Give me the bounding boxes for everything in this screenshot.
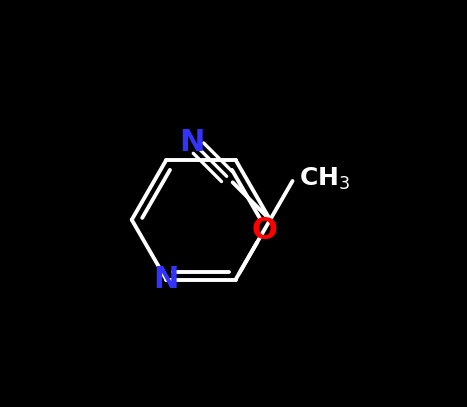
Text: CH$_3$: CH$_3$ [298,166,350,192]
Text: N: N [154,265,179,294]
Text: N: N [180,127,205,157]
Text: O: O [251,216,277,245]
